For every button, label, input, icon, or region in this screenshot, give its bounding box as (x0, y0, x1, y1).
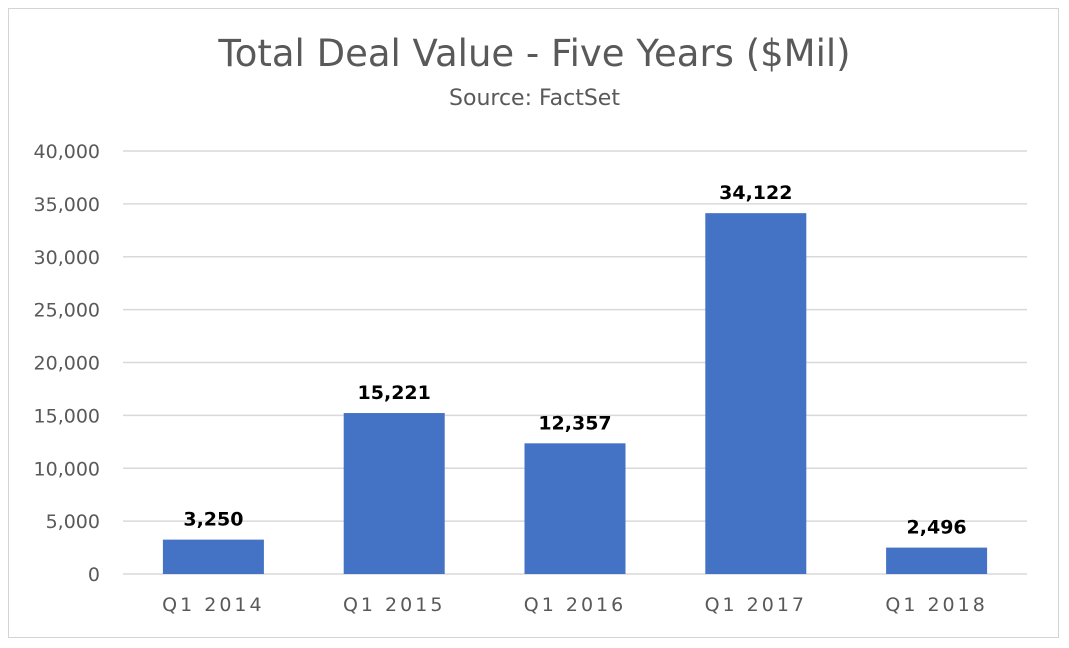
y-tick-label: 30,000 (34, 247, 100, 269)
x-axis: Q1 2014 Q1 2015 Q1 2016 Q1 2017 Q1 2018 (162, 594, 987, 616)
x-tick-label: Q1 2018 (885, 594, 987, 616)
x-tick-label: Q1 2014 (162, 594, 264, 616)
y-tick-label: 10,000 (34, 458, 100, 480)
data-label: 15,221 (358, 382, 431, 404)
data-label: 34,122 (719, 182, 792, 204)
y-tick-label: 15,000 (34, 405, 100, 427)
bar (343, 413, 445, 574)
chart-subtitle: Source: FactSet (449, 86, 620, 111)
y-tick-label: 35,000 (34, 194, 100, 216)
y-tick-label: 25,000 (34, 300, 100, 322)
x-tick-label: Q1 2017 (705, 594, 807, 616)
y-tick-label: 20,000 (34, 353, 100, 375)
data-label: 3,250 (183, 509, 243, 531)
y-tick-label: 5,000 (46, 511, 100, 533)
bar (705, 213, 807, 574)
bar (524, 443, 626, 574)
data-label: 12,357 (538, 412, 611, 434)
x-tick-label: Q1 2016 (524, 594, 626, 616)
x-tick-label: Q1 2015 (343, 594, 445, 616)
y-axis: 0 5,000 10,000 15,000 20,000 25,000 30,000 35,0… (34, 141, 100, 586)
bar (162, 539, 264, 574)
data-label: 2,496 (907, 517, 967, 539)
data-labels: 3,250 15,221 12,357 34,122 2,496 (183, 182, 966, 538)
chart-title: Total Deal Value - Five Years ($Mil) (218, 32, 851, 75)
y-tick-label: 40,000 (34, 141, 100, 163)
y-tick-label: 0 (88, 564, 100, 586)
bars (162, 213, 988, 574)
bar (886, 547, 988, 574)
